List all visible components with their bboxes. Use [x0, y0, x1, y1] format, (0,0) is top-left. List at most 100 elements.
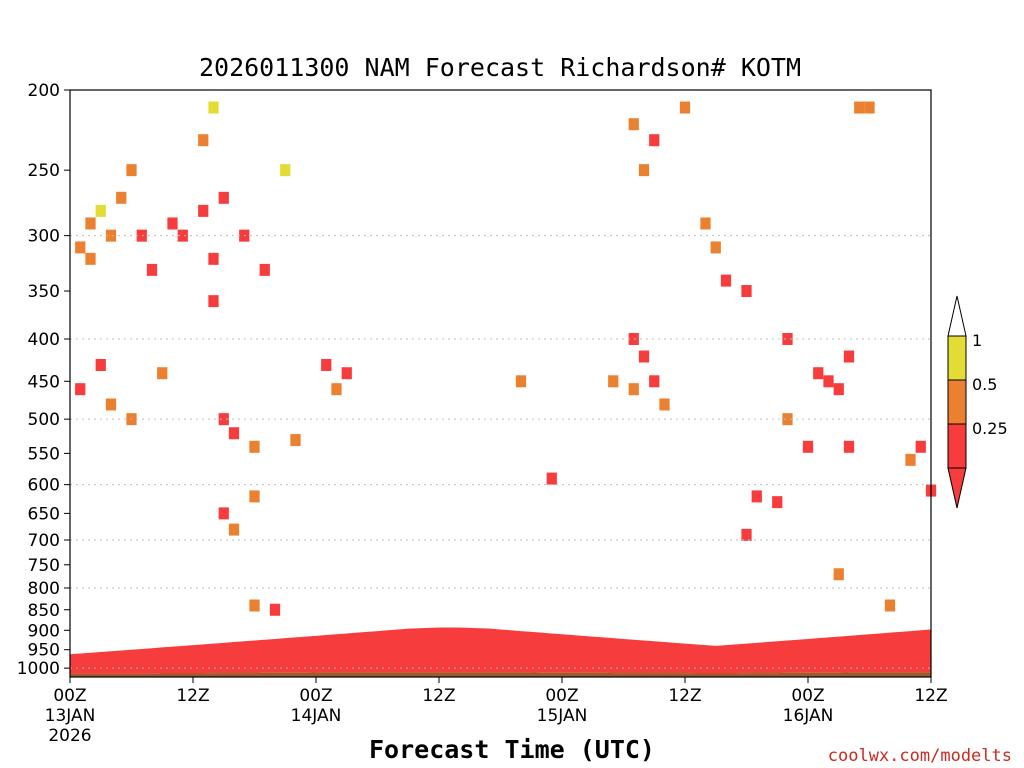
ri-patch	[782, 413, 793, 426]
ri-patch	[843, 440, 855, 453]
ri-patch	[157, 367, 168, 380]
legend-swatch	[947, 335, 967, 381]
ri-patch	[782, 332, 793, 345]
x-tick-label: 12Z	[176, 686, 209, 706]
ri-patch	[608, 375, 619, 388]
y-tick-label: 450	[28, 372, 60, 392]
plot-background	[70, 90, 931, 677]
ri-patch	[126, 164, 137, 177]
x-date-label: 14JAN	[291, 706, 342, 726]
y-tick-label: 400	[28, 330, 60, 350]
ri-patch	[249, 440, 260, 453]
legend-label: 1	[972, 331, 982, 350]
background-field	[70, 90, 931, 677]
ri-patch	[105, 229, 117, 242]
ri-patch	[751, 490, 762, 503]
plot-frame	[69, 89, 932, 678]
ri-patch	[249, 490, 260, 503]
y-tick-label: 750	[28, 556, 60, 576]
ri-patch	[105, 398, 117, 411]
x-tick-label: 00Z	[545, 686, 578, 706]
x-axis-label: Forecast Time (UTC)	[369, 735, 655, 764]
legend-swatch	[947, 423, 967, 469]
ri-patch	[208, 295, 219, 308]
ri-patch	[833, 568, 844, 581]
ri-patch	[833, 383, 844, 396]
ri-patch	[854, 101, 865, 114]
ri-patch	[802, 440, 814, 453]
ri-patch	[638, 350, 650, 363]
pressure-axis: 200 250 300 350 400 450 500 550 600 650 700 750 8008…	[17, 81, 70, 679]
ri-patch	[628, 332, 639, 345]
ri-patch	[884, 599, 896, 612]
plot-area	[69, 89, 937, 678]
ri-patch	[649, 134, 660, 147]
ri-patch	[208, 252, 219, 265]
ri-patch	[146, 263, 158, 276]
ri-patch	[628, 383, 639, 396]
ri-patch	[280, 164, 291, 177]
ground-fill	[70, 672, 931, 677]
legend-label: 0.25	[972, 419, 1008, 438]
legend-swatch	[947, 379, 967, 425]
y-tick-label: 900	[28, 621, 60, 641]
x-date-label: 15JAN	[537, 706, 588, 726]
y-tick-label: 950	[28, 641, 60, 661]
y-tick-label: 500	[28, 410, 60, 430]
y-tick-label: 250	[28, 161, 60, 181]
ri-patch	[228, 523, 240, 536]
x-date-label: 13JAN	[45, 706, 96, 726]
x-tick-label: 12Z	[422, 686, 455, 706]
ri-patch	[167, 217, 178, 230]
y-tick-label: 650	[28, 504, 60, 524]
ri-patch	[228, 427, 240, 440]
ri-patch	[208, 101, 219, 114]
ri-patch	[772, 496, 783, 509]
ri-patch	[249, 599, 260, 612]
ri-patch	[659, 398, 670, 411]
y-tick-label: 350	[28, 282, 60, 302]
ri-patch	[290, 434, 301, 447]
ground	[70, 672, 931, 677]
y-tick-label: 850	[28, 601, 60, 621]
ri-patch	[331, 383, 342, 396]
x-tick-label: 12Z	[914, 686, 947, 706]
ri-patch	[741, 285, 752, 298]
ri-patch	[546, 472, 557, 485]
credit-text: coolwx.com/modelts	[828, 746, 1012, 766]
ri-patch	[905, 453, 916, 466]
ri-patch	[116, 191, 127, 204]
ri-patch	[218, 413, 229, 426]
ri-patch	[198, 204, 209, 217]
ri-patch	[75, 383, 86, 396]
ri-patch	[95, 358, 106, 371]
ri-patch	[218, 191, 229, 204]
ri-patch	[915, 440, 926, 453]
ri-patch	[628, 118, 639, 131]
x-tick-label: 00Z	[299, 686, 332, 706]
boundary-layer-band	[70, 627, 931, 674]
ri-patch	[177, 229, 188, 242]
legend-top-triangle	[947, 295, 967, 337]
y-tick-label: 800	[28, 579, 60, 599]
y-tick-label: 1000	[17, 659, 60, 679]
ri-patch	[741, 528, 752, 541]
ri-patch	[198, 134, 209, 147]
ri-patch	[864, 101, 875, 114]
ri-patch	[341, 367, 352, 380]
x-tick-label: 00Z	[791, 686, 824, 706]
ri-patch	[700, 217, 711, 230]
chart-title: 2026011300 NAM Forecast Richardson# KOTM	[199, 53, 801, 82]
x-tick-label: 00Z	[53, 686, 86, 706]
x-tick-label: 12Z	[668, 686, 701, 706]
ri-patch	[85, 252, 96, 265]
y-tick-label: 600	[28, 476, 60, 496]
ri-patch	[259, 263, 270, 276]
ri-patch	[515, 375, 527, 388]
color-key: 1 0.5 0.25	[947, 295, 1008, 509]
y-tick-label: 300	[28, 227, 60, 247]
ri-patch	[823, 375, 834, 388]
ri-patch	[710, 241, 721, 254]
